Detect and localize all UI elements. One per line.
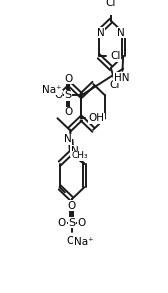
Text: O: O bbox=[54, 91, 63, 100]
Text: N: N bbox=[64, 134, 72, 144]
Text: Na⁺: Na⁺ bbox=[74, 237, 93, 247]
Text: O: O bbox=[64, 74, 73, 84]
Text: N: N bbox=[71, 146, 78, 156]
Text: N: N bbox=[117, 28, 125, 38]
Text: OH: OH bbox=[89, 113, 104, 123]
Text: O: O bbox=[68, 201, 76, 211]
Text: O: O bbox=[64, 107, 73, 117]
Text: N: N bbox=[97, 28, 104, 38]
Text: Cl: Cl bbox=[110, 80, 120, 90]
Text: Cl: Cl bbox=[106, 0, 116, 8]
Text: CH₃: CH₃ bbox=[71, 151, 88, 160]
Text: O⁻: O⁻ bbox=[66, 236, 80, 246]
Text: Na⁺: Na⁺ bbox=[42, 85, 62, 95]
Text: O: O bbox=[58, 218, 66, 228]
Text: O: O bbox=[78, 218, 86, 228]
Text: S: S bbox=[64, 91, 71, 100]
Text: Cl: Cl bbox=[110, 51, 121, 61]
Text: S: S bbox=[68, 218, 75, 228]
Text: HN: HN bbox=[114, 73, 129, 83]
